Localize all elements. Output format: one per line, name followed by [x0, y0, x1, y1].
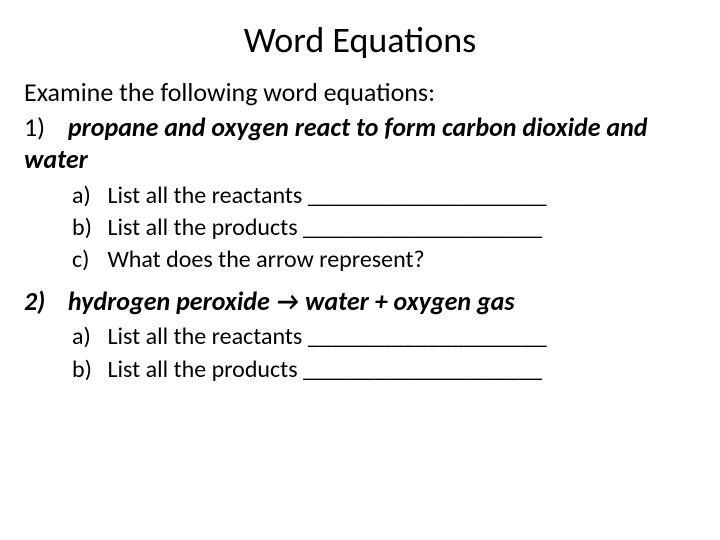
q1b-text: List all the products __________________… [107, 213, 542, 242]
q2-item-b: b) List all the products _______________… [72, 354, 696, 386]
question-2: 2) hydrogen peroxide → water + oxygen ga… [24, 285, 696, 318]
q1-text: propane and oxygen react to form carbon … [24, 111, 648, 176]
question-1: 1) propane and oxygen react to form carb… [24, 111, 696, 176]
q2-subitems: a) List all the reactants ______________… [72, 321, 696, 386]
q2b-letter: b) [72, 354, 102, 386]
q2-number: 2) [24, 285, 62, 318]
q2a-text: List all the reactants _________________… [107, 322, 546, 351]
q1b-letter: b) [72, 212, 102, 244]
q1c-text: What does the arrow represent? [107, 245, 424, 274]
q1c-letter: c) [72, 244, 102, 276]
q2b-text: List all the products __________________… [107, 355, 542, 384]
q2-text: hydrogen peroxide → water + oxygen gas [68, 285, 515, 317]
q1-item-b: b) List all the products _______________… [72, 212, 696, 244]
q1-item-c: c) What does the arrow represent? [72, 244, 696, 276]
q1-subitems: a) List all the reactants ______________… [72, 180, 696, 277]
q1a-letter: a) [72, 180, 102, 212]
q1-item-a: a) List all the reactants ______________… [72, 180, 696, 212]
q1-number: 1) [24, 111, 62, 144]
intro-text: Examine the following word equations: [24, 76, 696, 109]
q2-item-a: a) List all the reactants ______________… [72, 321, 696, 353]
page-title: Word Equations [24, 18, 696, 62]
q1a-text: List all the reactants _________________… [107, 181, 546, 210]
q2a-letter: a) [72, 321, 102, 353]
